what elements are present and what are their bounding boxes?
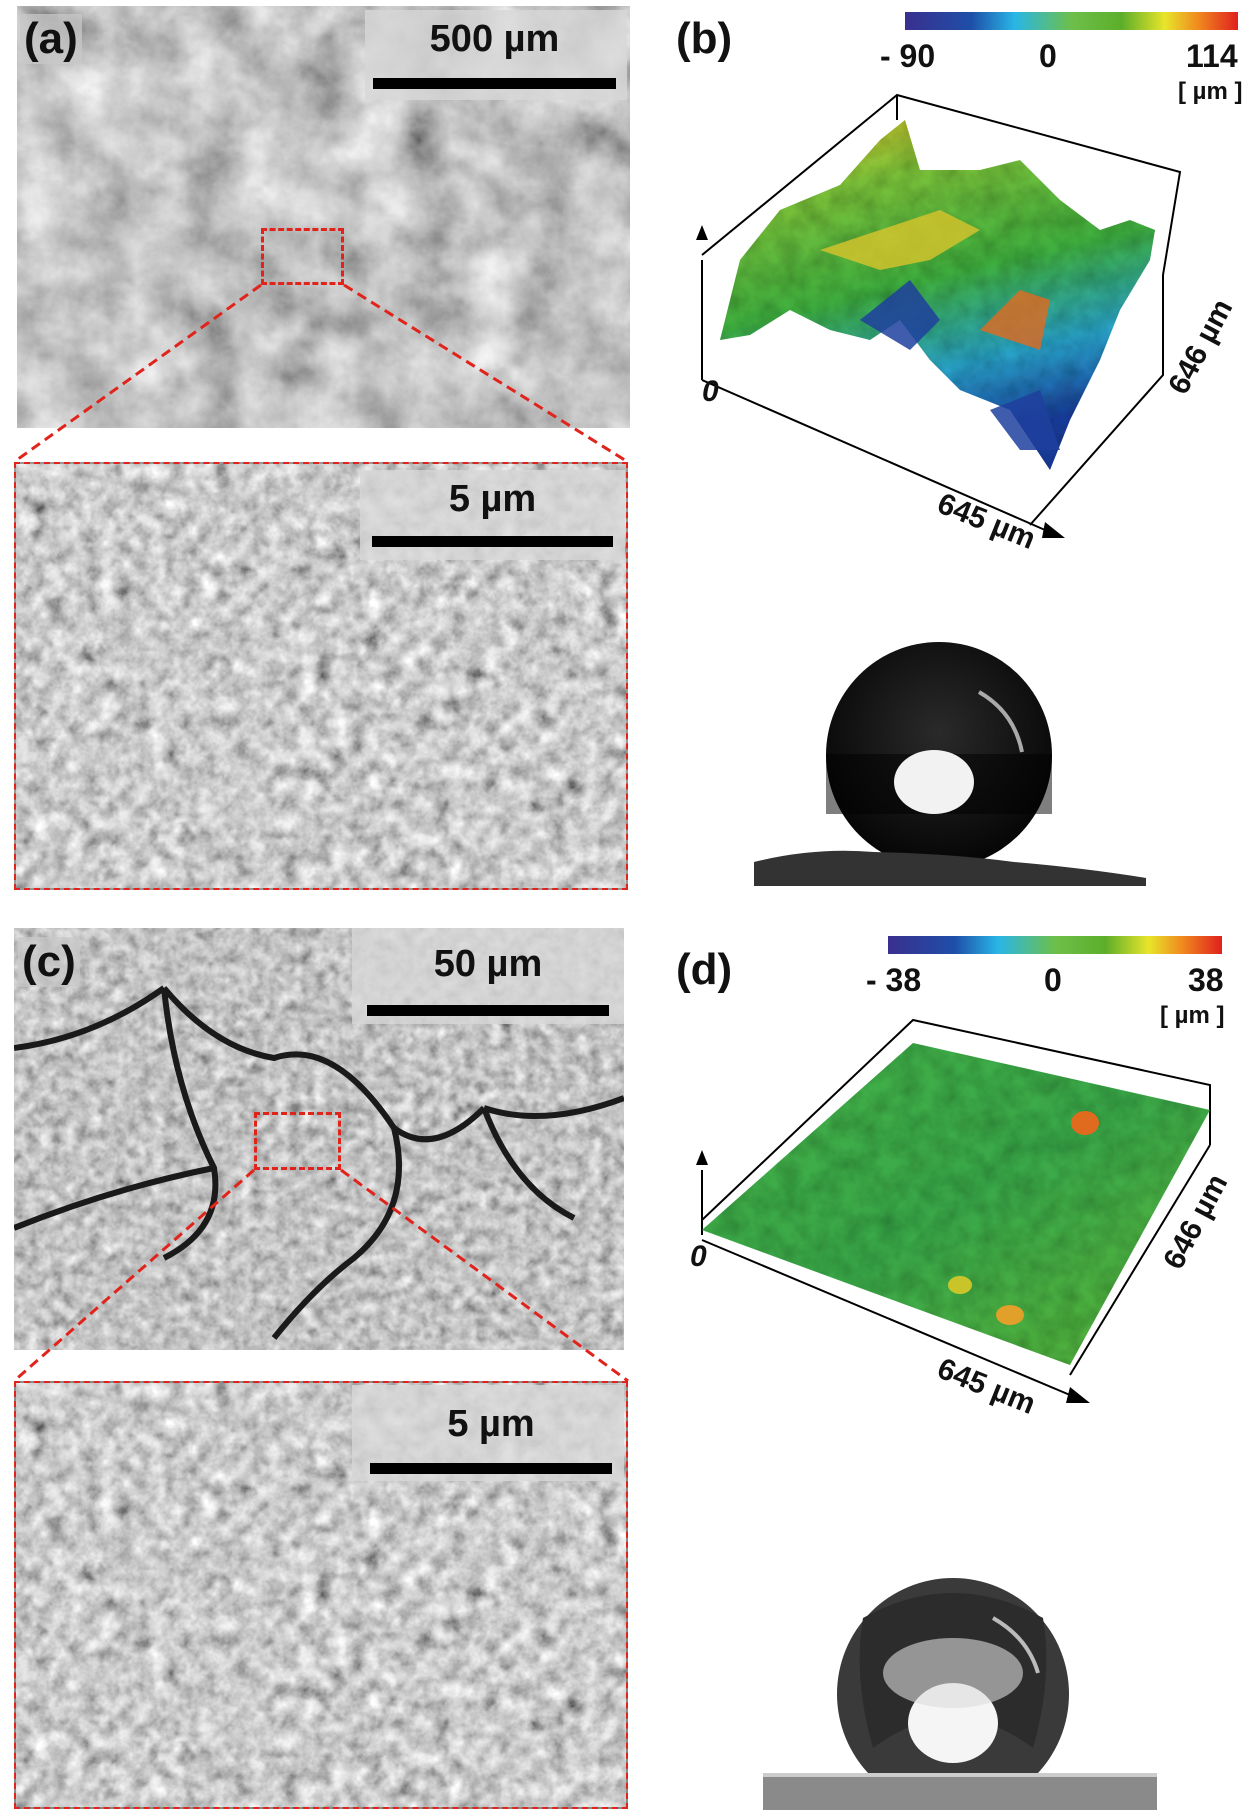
axis-origin-d: 0 [690, 1240, 707, 1273]
colorbar-mid-d: 0 [1044, 962, 1062, 998]
axis-origin-b: 0 [702, 375, 719, 408]
water-droplet-d [763, 1578, 1157, 1810]
panel-label-a: (a) [20, 14, 82, 64]
zoom-connector-a [13, 283, 629, 464]
panel-label-b: (b) [676, 14, 733, 63]
surface-3d-b [696, 93, 1182, 538]
inset-scale-bar-c [370, 1463, 612, 1474]
colorbar-unit-b: [ µm ] [1178, 78, 1243, 105]
zoom-connector-c [13, 1168, 629, 1383]
colorbar-d [888, 936, 1222, 954]
scale-bar-label-c: 50 µm [433, 943, 543, 985]
inset-scale-bar-a [372, 536, 613, 547]
colorbar-min-d: - 38 [866, 962, 922, 998]
highlight-box-a [261, 228, 344, 285]
colorbar-min-b: - 90 [880, 38, 936, 74]
highlight-box-c [254, 1112, 341, 1170]
inset-scale-bar-label-c: 5 µm [447, 1403, 535, 1445]
colorbar-max-d: 38 [1188, 962, 1224, 998]
colorbar-max-b: 114 [1186, 38, 1238, 74]
scale-bar-a [373, 78, 616, 89]
scale-bar-c [367, 1005, 609, 1016]
panel-label-c: (c) [18, 937, 80, 987]
colorbar-mid-b: 0 [1039, 38, 1057, 74]
scale-bar-label-a: 500 µm [429, 18, 560, 60]
colorbar-b [905, 12, 1238, 30]
surface-3d-d [696, 1018, 1211, 1403]
panel-label-d: (d) [676, 945, 733, 994]
water-droplet-b [754, 642, 1146, 886]
colorbar-unit-d: [ µm ] [1160, 1002, 1225, 1029]
inset-scale-bar-label-a: 5 µm [448, 478, 537, 520]
